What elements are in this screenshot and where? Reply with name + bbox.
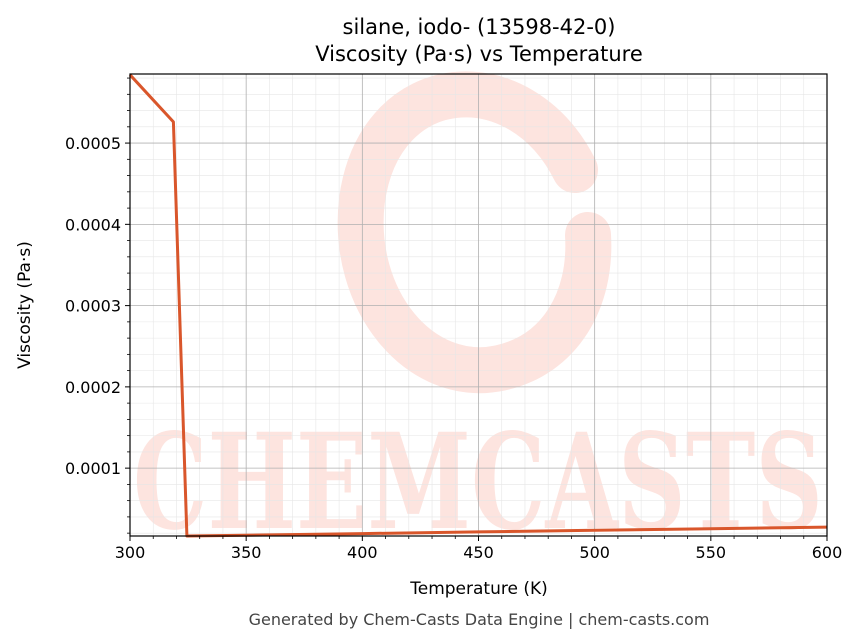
y-tick-label: 0.0002 xyxy=(65,378,121,397)
chart-subtitle: Viscosity (Pa·s) vs Temperature xyxy=(315,42,643,66)
y-tick-label: 0.0004 xyxy=(65,215,121,234)
series-layer xyxy=(128,73,828,538)
major-grid xyxy=(129,74,828,536)
y-tick-label: 0.0005 xyxy=(65,134,121,153)
ticks-layer: 300 350 400 450 500 550 600 0.0001 0.0002 0.0003 0… xyxy=(65,77,843,562)
x-axis-label: Temperature (K) xyxy=(409,579,548,599)
viscosity-series-line xyxy=(128,73,828,538)
watermark-logo: CHEMCASTS xyxy=(133,71,823,560)
x-tick-label: 550 xyxy=(696,543,727,562)
x-tick-label: 400 xyxy=(347,543,378,562)
plot-frame xyxy=(129,73,828,537)
y-tick-label: 0.0001 xyxy=(65,459,121,478)
x-tick-label: 300 xyxy=(115,543,146,562)
y-tick-label: 0.0003 xyxy=(65,297,121,316)
x-tick-label: 500 xyxy=(579,543,610,562)
y-axis-label: Viscosity (Pa·s) xyxy=(15,241,35,369)
footer-credit: Generated by Chem-Casts Data Engine | ch… xyxy=(249,610,710,629)
x-tick-label: 600 xyxy=(812,543,843,562)
chart-title: silane, iodo- (13598-42-0) xyxy=(343,15,616,39)
x-tick-label: 350 xyxy=(231,543,262,562)
x-tick-label: 450 xyxy=(463,543,494,562)
